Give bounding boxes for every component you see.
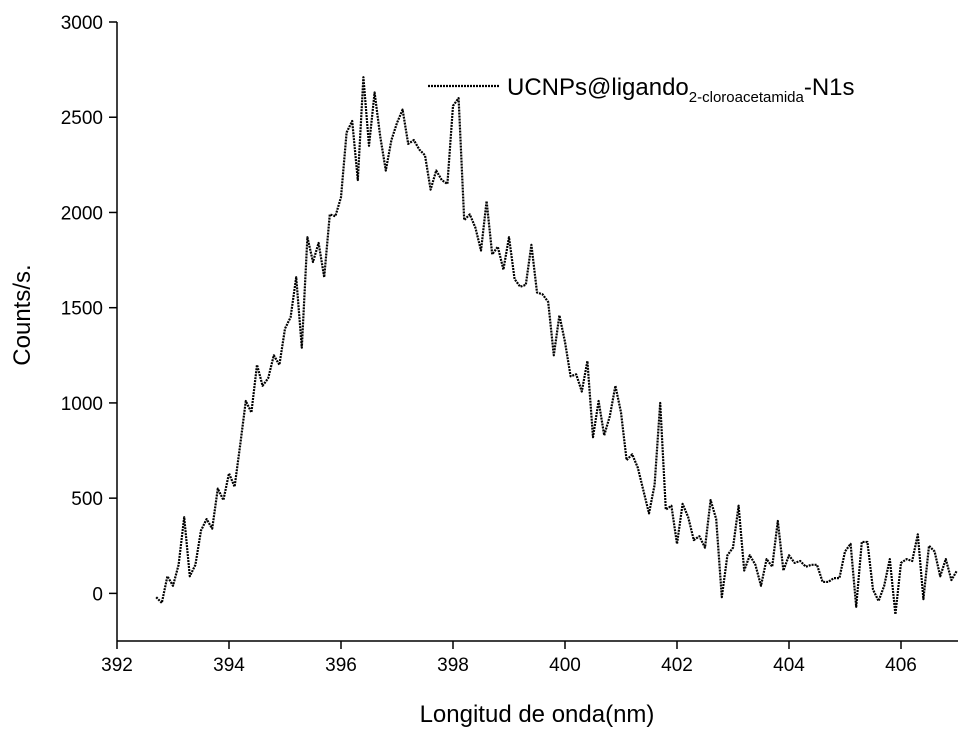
x-tick-label: 400 [549, 655, 581, 676]
x-tick-label: 398 [437, 655, 469, 676]
legend-subscript: 2-cloroacetamida [689, 89, 805, 106]
y-tick-label: 2500 [61, 108, 103, 129]
legend: UCNPs@ligando2-cloroacetamida-N1s [428, 74, 855, 106]
y-tick-label: 1000 [61, 394, 103, 415]
plot-area [155, 76, 958, 616]
y-tick-label: 500 [71, 489, 103, 510]
y-tick-label: 1500 [61, 299, 103, 320]
x-tick-label: 392 [101, 655, 133, 676]
x-tick-label: 402 [661, 655, 693, 676]
legend-text: -N1s [804, 74, 855, 101]
y-tick-label: 0 [92, 584, 103, 605]
x-tick-label: 396 [325, 655, 357, 676]
axes: 0 500 1000 1500 2000 2500 3000 392 394 396 398 400 4… [61, 13, 958, 676]
x-tick-label: 404 [773, 655, 805, 676]
legend-text: UCNPs@ligando [507, 74, 689, 101]
y-tick-label: 2000 [61, 203, 103, 224]
x-tick-label: 394 [213, 655, 245, 676]
y-tick-label: 3000 [61, 13, 103, 34]
x-axis-label: Longitud de onda(nm) [420, 701, 655, 728]
data-line [155, 76, 958, 616]
legend-label: UCNPs@ligando2-cloroacetamida-N1s [507, 74, 855, 106]
y-axis-label: Counts/s. [9, 264, 36, 365]
x-tick-label: 406 [885, 655, 917, 676]
